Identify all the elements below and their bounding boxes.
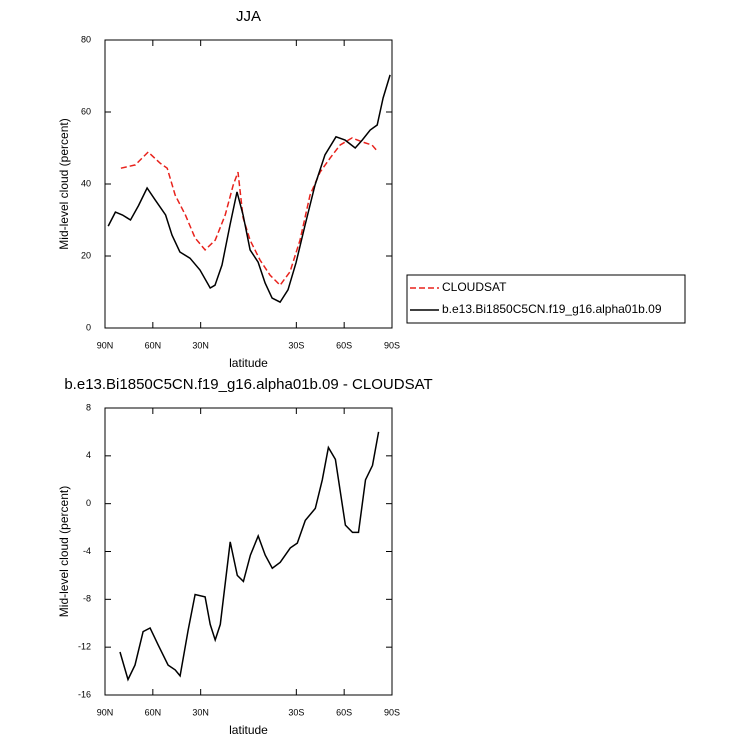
x-tick-label: 60N — [145, 707, 162, 717]
x-tick-label: 60N — [145, 340, 162, 350]
data-line — [107, 74, 391, 304]
legend-label: b.e13.Bi1850C5CN.f19_g16.alpha01b.09 — [442, 302, 662, 316]
chart-title: JJA — [236, 8, 261, 25]
data-line — [120, 137, 379, 287]
y-tick-label: 4 — [86, 450, 91, 460]
x-tick-label: 30N — [192, 340, 209, 350]
y-tick-label: 8 — [86, 402, 91, 412]
x-axis-label: latitude — [229, 723, 268, 737]
x-tick-label: 90S — [384, 340, 400, 350]
x-tick-label: 90S — [384, 707, 400, 717]
plot-frame — [104, 407, 393, 696]
y-tick-label: 0 — [86, 498, 91, 508]
x-tick-label: 60S — [336, 707, 352, 717]
x-tick-label: 90N — [97, 707, 114, 717]
x-tick-label: 60S — [336, 340, 352, 350]
y-axis-label: Mid-level cloud (percent) — [57, 118, 71, 249]
x-tick-label: 30N — [192, 707, 209, 717]
x-tick-label: 30S — [288, 707, 304, 717]
y-tick-label: 20 — [81, 250, 91, 260]
x-tick-label: 90N — [97, 340, 114, 350]
y-tick-label: -8 — [83, 594, 91, 604]
legend-label: CLOUDSAT — [442, 280, 507, 294]
y-tick-label: 40 — [81, 178, 91, 188]
y-tick-label: -12 — [78, 642, 91, 652]
x-axis-label: latitude — [229, 356, 268, 370]
y-tick-label: -16 — [78, 689, 91, 699]
plot-frame — [104, 39, 393, 329]
y-tick-label: -4 — [83, 546, 91, 556]
y-tick-label: 0 — [86, 322, 91, 332]
legend-box — [406, 274, 686, 324]
chart-title: b.e13.Bi1850C5CN.f19_g16.alpha01b.09 - C… — [64, 376, 432, 393]
y-tick-label: 60 — [81, 106, 91, 116]
y-tick-label: 80 — [81, 34, 91, 44]
x-tick-label: 30S — [288, 340, 304, 350]
y-axis-label: Mid-level cloud (percent) — [57, 486, 71, 617]
data-line — [119, 431, 380, 682]
